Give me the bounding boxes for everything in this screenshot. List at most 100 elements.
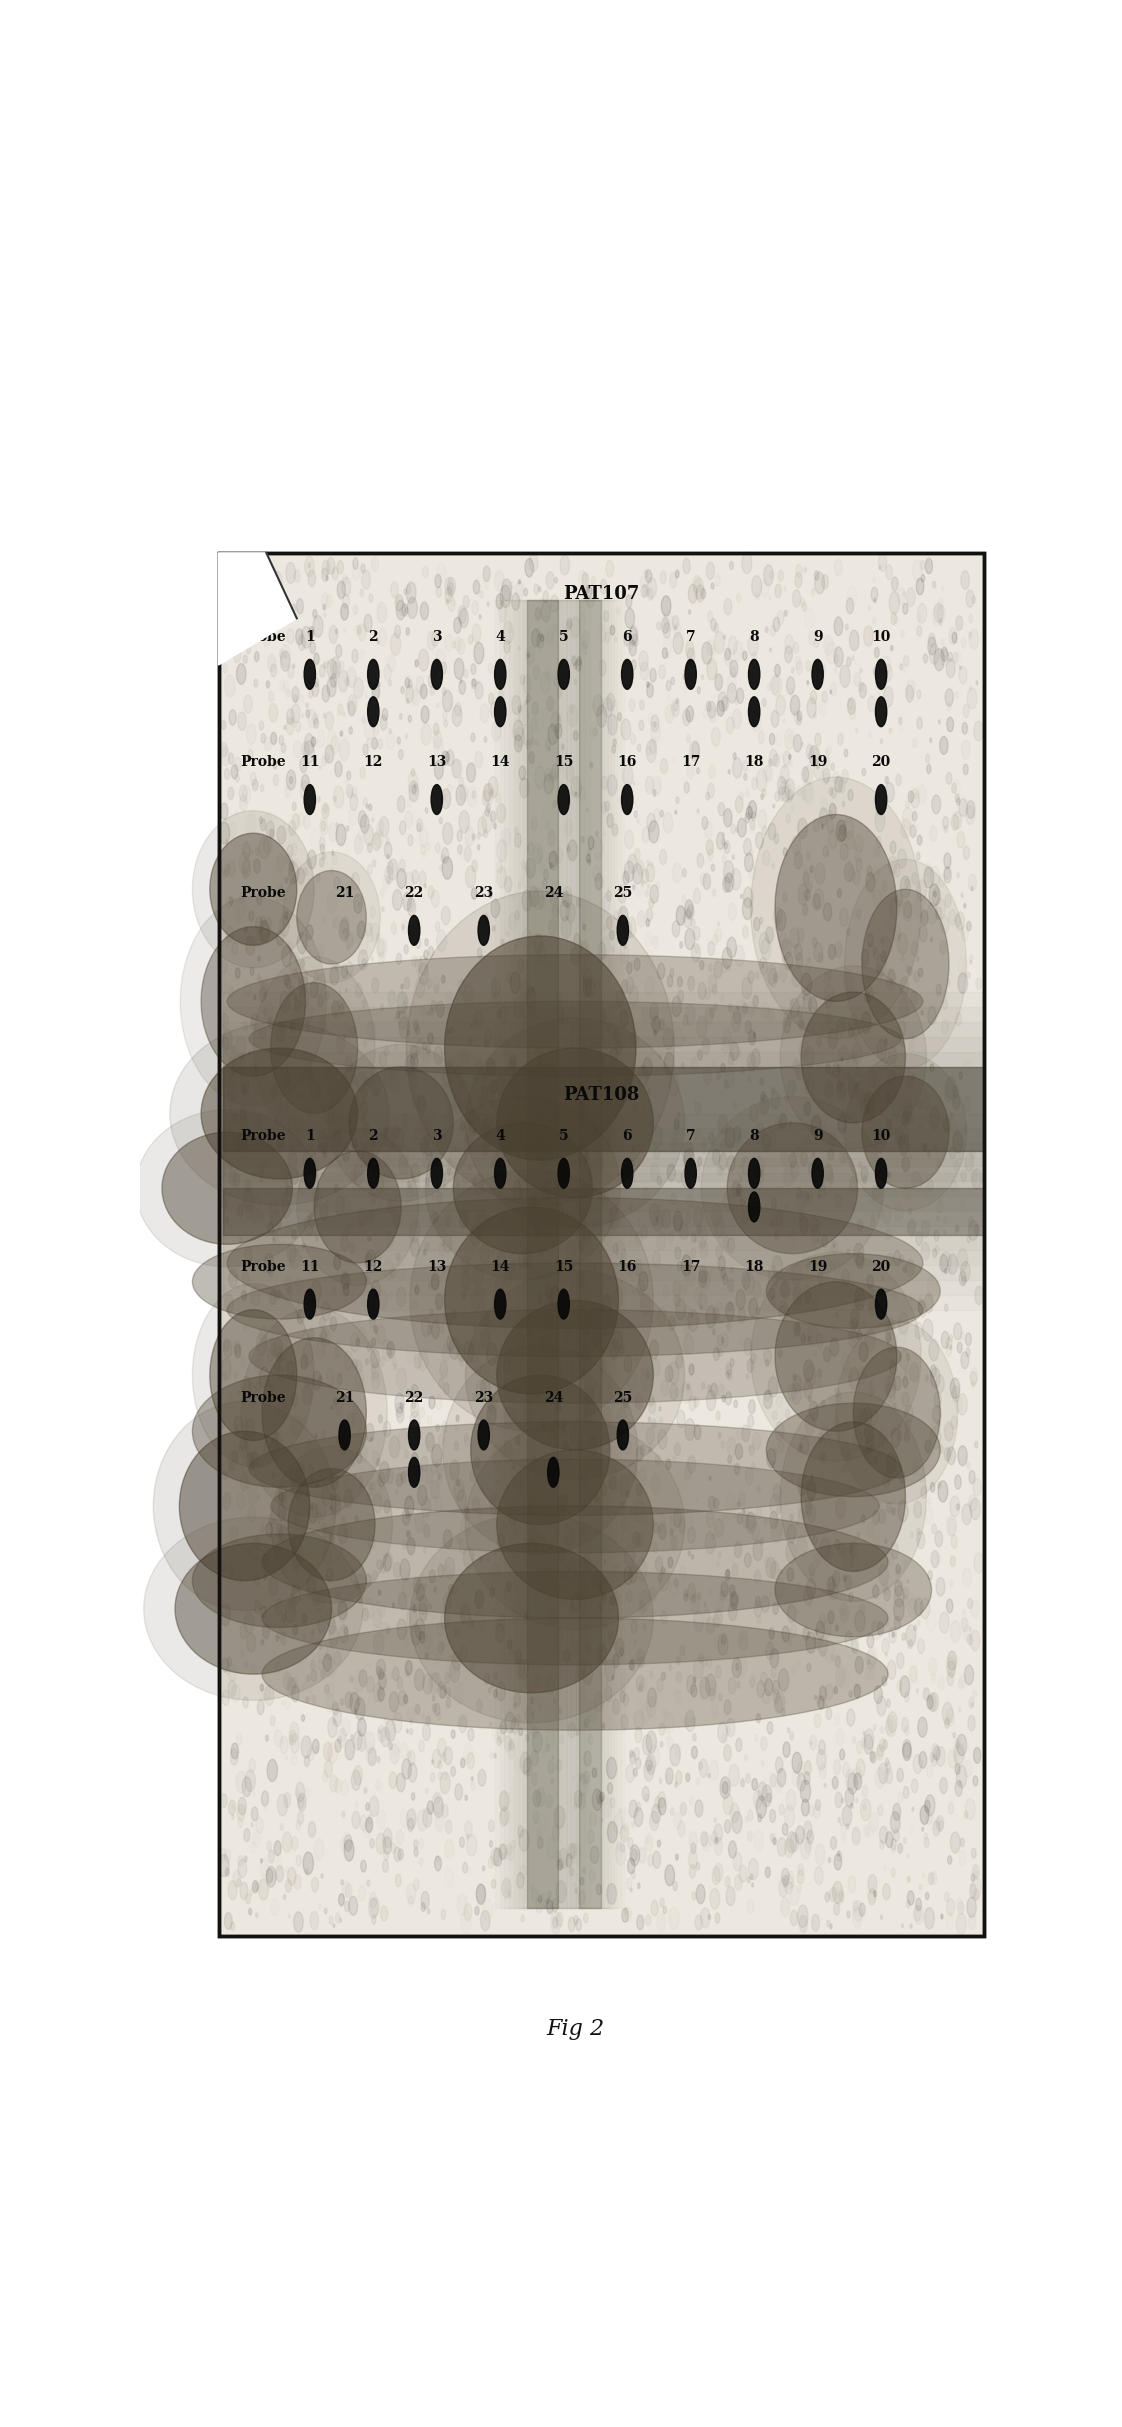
Circle shape — [571, 1636, 581, 1658]
Circle shape — [531, 1750, 539, 1767]
Circle shape — [793, 735, 802, 752]
Circle shape — [948, 1519, 956, 1536]
Circle shape — [693, 927, 700, 939]
Circle shape — [419, 964, 429, 985]
Circle shape — [408, 716, 412, 723]
Circle shape — [294, 570, 300, 582]
Ellipse shape — [466, 1420, 684, 1629]
Circle shape — [706, 1306, 716, 1328]
Circle shape — [375, 1599, 380, 1609]
Circle shape — [882, 881, 888, 891]
Circle shape — [898, 849, 907, 869]
Circle shape — [250, 1014, 258, 1029]
Circle shape — [300, 978, 307, 995]
Circle shape — [512, 697, 521, 714]
Circle shape — [918, 1102, 921, 1109]
Circle shape — [557, 1568, 559, 1573]
Circle shape — [677, 699, 679, 704]
Circle shape — [448, 582, 454, 597]
Circle shape — [448, 1029, 449, 1034]
Circle shape — [377, 1726, 385, 1743]
Circle shape — [433, 723, 439, 735]
Circle shape — [892, 1291, 896, 1301]
Circle shape — [854, 1684, 861, 1699]
Circle shape — [635, 1230, 642, 1245]
Circle shape — [934, 1230, 939, 1240]
Circle shape — [314, 1493, 318, 1500]
Circle shape — [405, 1510, 408, 1519]
Circle shape — [968, 1716, 975, 1730]
Circle shape — [886, 1454, 895, 1473]
Circle shape — [396, 1774, 405, 1791]
Circle shape — [536, 1393, 539, 1398]
Circle shape — [425, 1653, 429, 1658]
Circle shape — [260, 1859, 263, 1864]
Circle shape — [266, 629, 270, 641]
Circle shape — [659, 1798, 666, 1815]
Circle shape — [778, 1837, 787, 1857]
Circle shape — [260, 1607, 266, 1619]
Circle shape — [229, 1393, 231, 1400]
Circle shape — [714, 624, 718, 633]
Circle shape — [762, 789, 765, 796]
Circle shape — [650, 1002, 659, 1022]
Circle shape — [724, 1029, 732, 1048]
Circle shape — [554, 1806, 564, 1828]
Circle shape — [292, 1677, 297, 1689]
Circle shape — [917, 718, 922, 728]
Circle shape — [270, 1437, 278, 1454]
Circle shape — [543, 590, 549, 602]
Circle shape — [496, 794, 500, 803]
Circle shape — [808, 1505, 816, 1522]
Circle shape — [969, 1471, 975, 1483]
Circle shape — [256, 1912, 258, 1917]
Circle shape — [775, 1422, 784, 1442]
Circle shape — [626, 1878, 632, 1888]
Circle shape — [716, 1245, 723, 1260]
Circle shape — [323, 1529, 331, 1544]
Circle shape — [655, 1796, 661, 1808]
Circle shape — [521, 675, 525, 684]
Circle shape — [719, 1153, 727, 1170]
Circle shape — [923, 1143, 927, 1150]
Circle shape — [384, 665, 392, 680]
Circle shape — [548, 723, 558, 745]
Circle shape — [971, 1631, 980, 1650]
Circle shape — [963, 1609, 966, 1616]
Circle shape — [765, 927, 773, 944]
Circle shape — [794, 852, 802, 869]
Bar — [223, 1007, 984, 1211]
Circle shape — [931, 1755, 937, 1767]
Circle shape — [907, 587, 916, 607]
Circle shape — [803, 765, 812, 784]
Circle shape — [847, 930, 850, 934]
Circle shape — [550, 1141, 559, 1160]
Circle shape — [570, 706, 573, 714]
Circle shape — [435, 1294, 443, 1308]
Text: 23: 23 — [475, 886, 494, 900]
Circle shape — [760, 932, 770, 954]
Circle shape — [236, 898, 246, 920]
Circle shape — [725, 1820, 730, 1832]
Circle shape — [793, 643, 799, 653]
Circle shape — [842, 1798, 844, 1803]
Circle shape — [396, 1369, 406, 1391]
Circle shape — [293, 968, 297, 978]
Circle shape — [381, 905, 384, 913]
Circle shape — [312, 1636, 314, 1641]
Circle shape — [401, 983, 403, 990]
Circle shape — [465, 670, 468, 677]
Circle shape — [397, 1677, 403, 1689]
Circle shape — [598, 1643, 607, 1662]
Circle shape — [806, 660, 811, 672]
Circle shape — [387, 1342, 395, 1359]
Circle shape — [920, 1597, 930, 1619]
Circle shape — [914, 794, 918, 798]
Circle shape — [858, 1163, 862, 1167]
Circle shape — [883, 1473, 890, 1488]
Circle shape — [219, 1854, 229, 1876]
Circle shape — [442, 857, 452, 879]
Circle shape — [873, 667, 877, 675]
Circle shape — [300, 757, 307, 772]
Circle shape — [578, 1099, 587, 1121]
